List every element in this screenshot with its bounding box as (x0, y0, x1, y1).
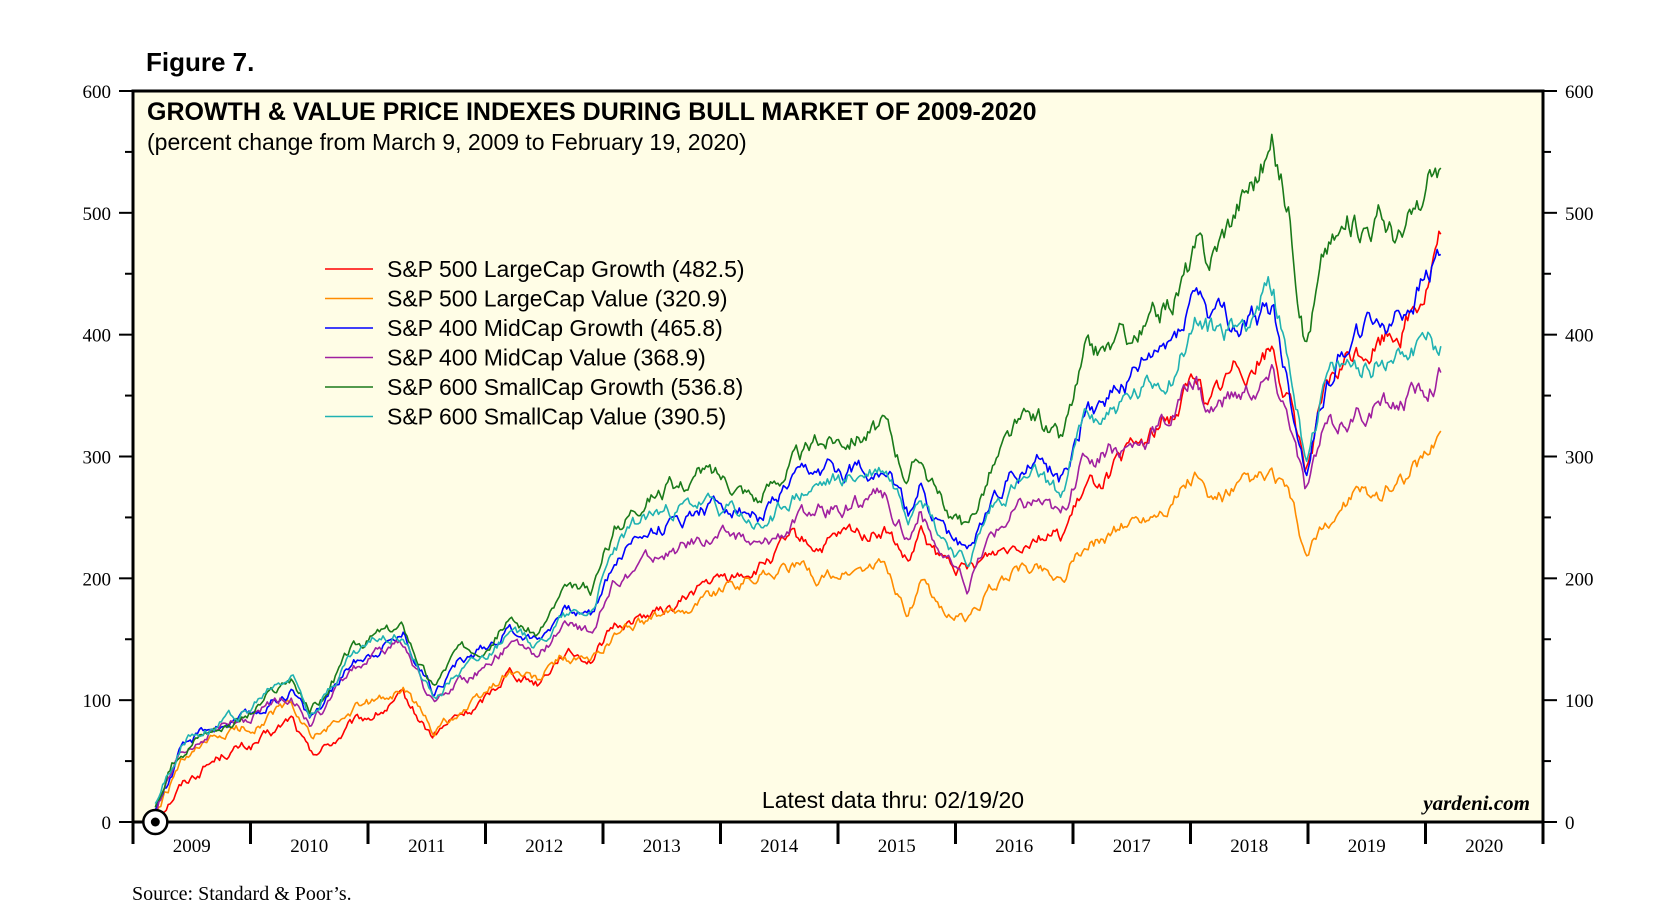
y-tick-label-left: 0 (102, 813, 112, 834)
legend-label: S&P 400 MidCap Growth (465.8) (387, 315, 723, 341)
series-line-3 (154, 248, 1442, 811)
figure-label: Figure 7. (146, 47, 254, 77)
y-tick-label-right: 100 (1565, 691, 1594, 712)
x-axis: 2009 2010 2011 2012 2013 2014 2015 2016 2017 2018… (131, 822, 1545, 857)
y-tick-label-right: 0 (1565, 813, 1575, 834)
series-lines (154, 133, 1442, 818)
legend-label: S&P 500 LargeCap Growth (482.5) (387, 256, 745, 282)
y-tick-label-left: 200 (83, 569, 112, 590)
series-line-6 (154, 275, 1442, 805)
x-tick-label: 2018 (1230, 836, 1268, 857)
brand-watermark: yardeni.com (1420, 791, 1530, 815)
x-tick-label: 2009 (173, 836, 211, 857)
y-tick-label-right: 600 (1565, 82, 1594, 103)
y-tick-label-right: 500 (1565, 204, 1594, 225)
source-note: Source: Standard & Poor’s. (132, 883, 352, 905)
start-marker (142, 808, 169, 836)
y-tick-label-left: 400 (83, 326, 112, 347)
chart-subtitle: (percent change from March 9, 2009 to Fe… (147, 129, 747, 155)
x-tick-label: 2014 (760, 836, 799, 857)
series-line-1 (155, 230, 1442, 818)
y-tick-label-right: 400 (1565, 326, 1594, 347)
legend-label: S&P 400 MidCap Value (368.9) (387, 345, 706, 371)
x-tick-label: 2011 (408, 836, 445, 857)
x-tick-label: 2019 (1348, 836, 1386, 857)
latest-data-note: Latest data thru: 02/19/20 (762, 787, 1024, 813)
series-line-5 (154, 133, 1442, 808)
y-tick-label-left: 600 (83, 82, 112, 103)
x-tick-label: 2017 (1113, 836, 1151, 857)
start-marker-dot (150, 817, 160, 827)
legend: S&P 500 LargeCap Growth (482.5) S&P 500 L… (325, 256, 745, 430)
y-tick-label-left: 100 (83, 691, 112, 712)
x-tick-label: 2020 (1465, 836, 1503, 857)
y-tick-label-right: 200 (1565, 569, 1594, 590)
legend-label: S&P 600 SmallCap Growth (536.8) (387, 374, 743, 400)
y-tick-label-left: 500 (83, 204, 112, 225)
chart-title: GROWTH & VALUE PRICE INDEXES DURING BULL… (147, 98, 1036, 126)
x-tick-label: 2016 (995, 836, 1033, 857)
x-tick-label: 2013 (643, 836, 681, 857)
series-line-2 (154, 430, 1442, 817)
y-axis-left: 0 100 200 300 400 500 600 (83, 82, 133, 834)
series-line-4 (155, 363, 1442, 811)
y-tick-label-left: 300 (83, 448, 112, 469)
legend-label: S&P 500 LargeCap Value (320.9) (387, 286, 728, 312)
x-tick-label: 2012 (525, 836, 563, 857)
x-tick-label: 2015 (878, 836, 916, 857)
y-tick-label-right: 300 (1565, 448, 1594, 469)
legend-label: S&P 600 SmallCap Value (390.5) (387, 404, 726, 430)
x-tick-label: 2010 (290, 836, 328, 857)
y-axis-right: 0 100 200 300 400 500 600 (1543, 82, 1594, 834)
plot-area (131, 89, 1545, 824)
